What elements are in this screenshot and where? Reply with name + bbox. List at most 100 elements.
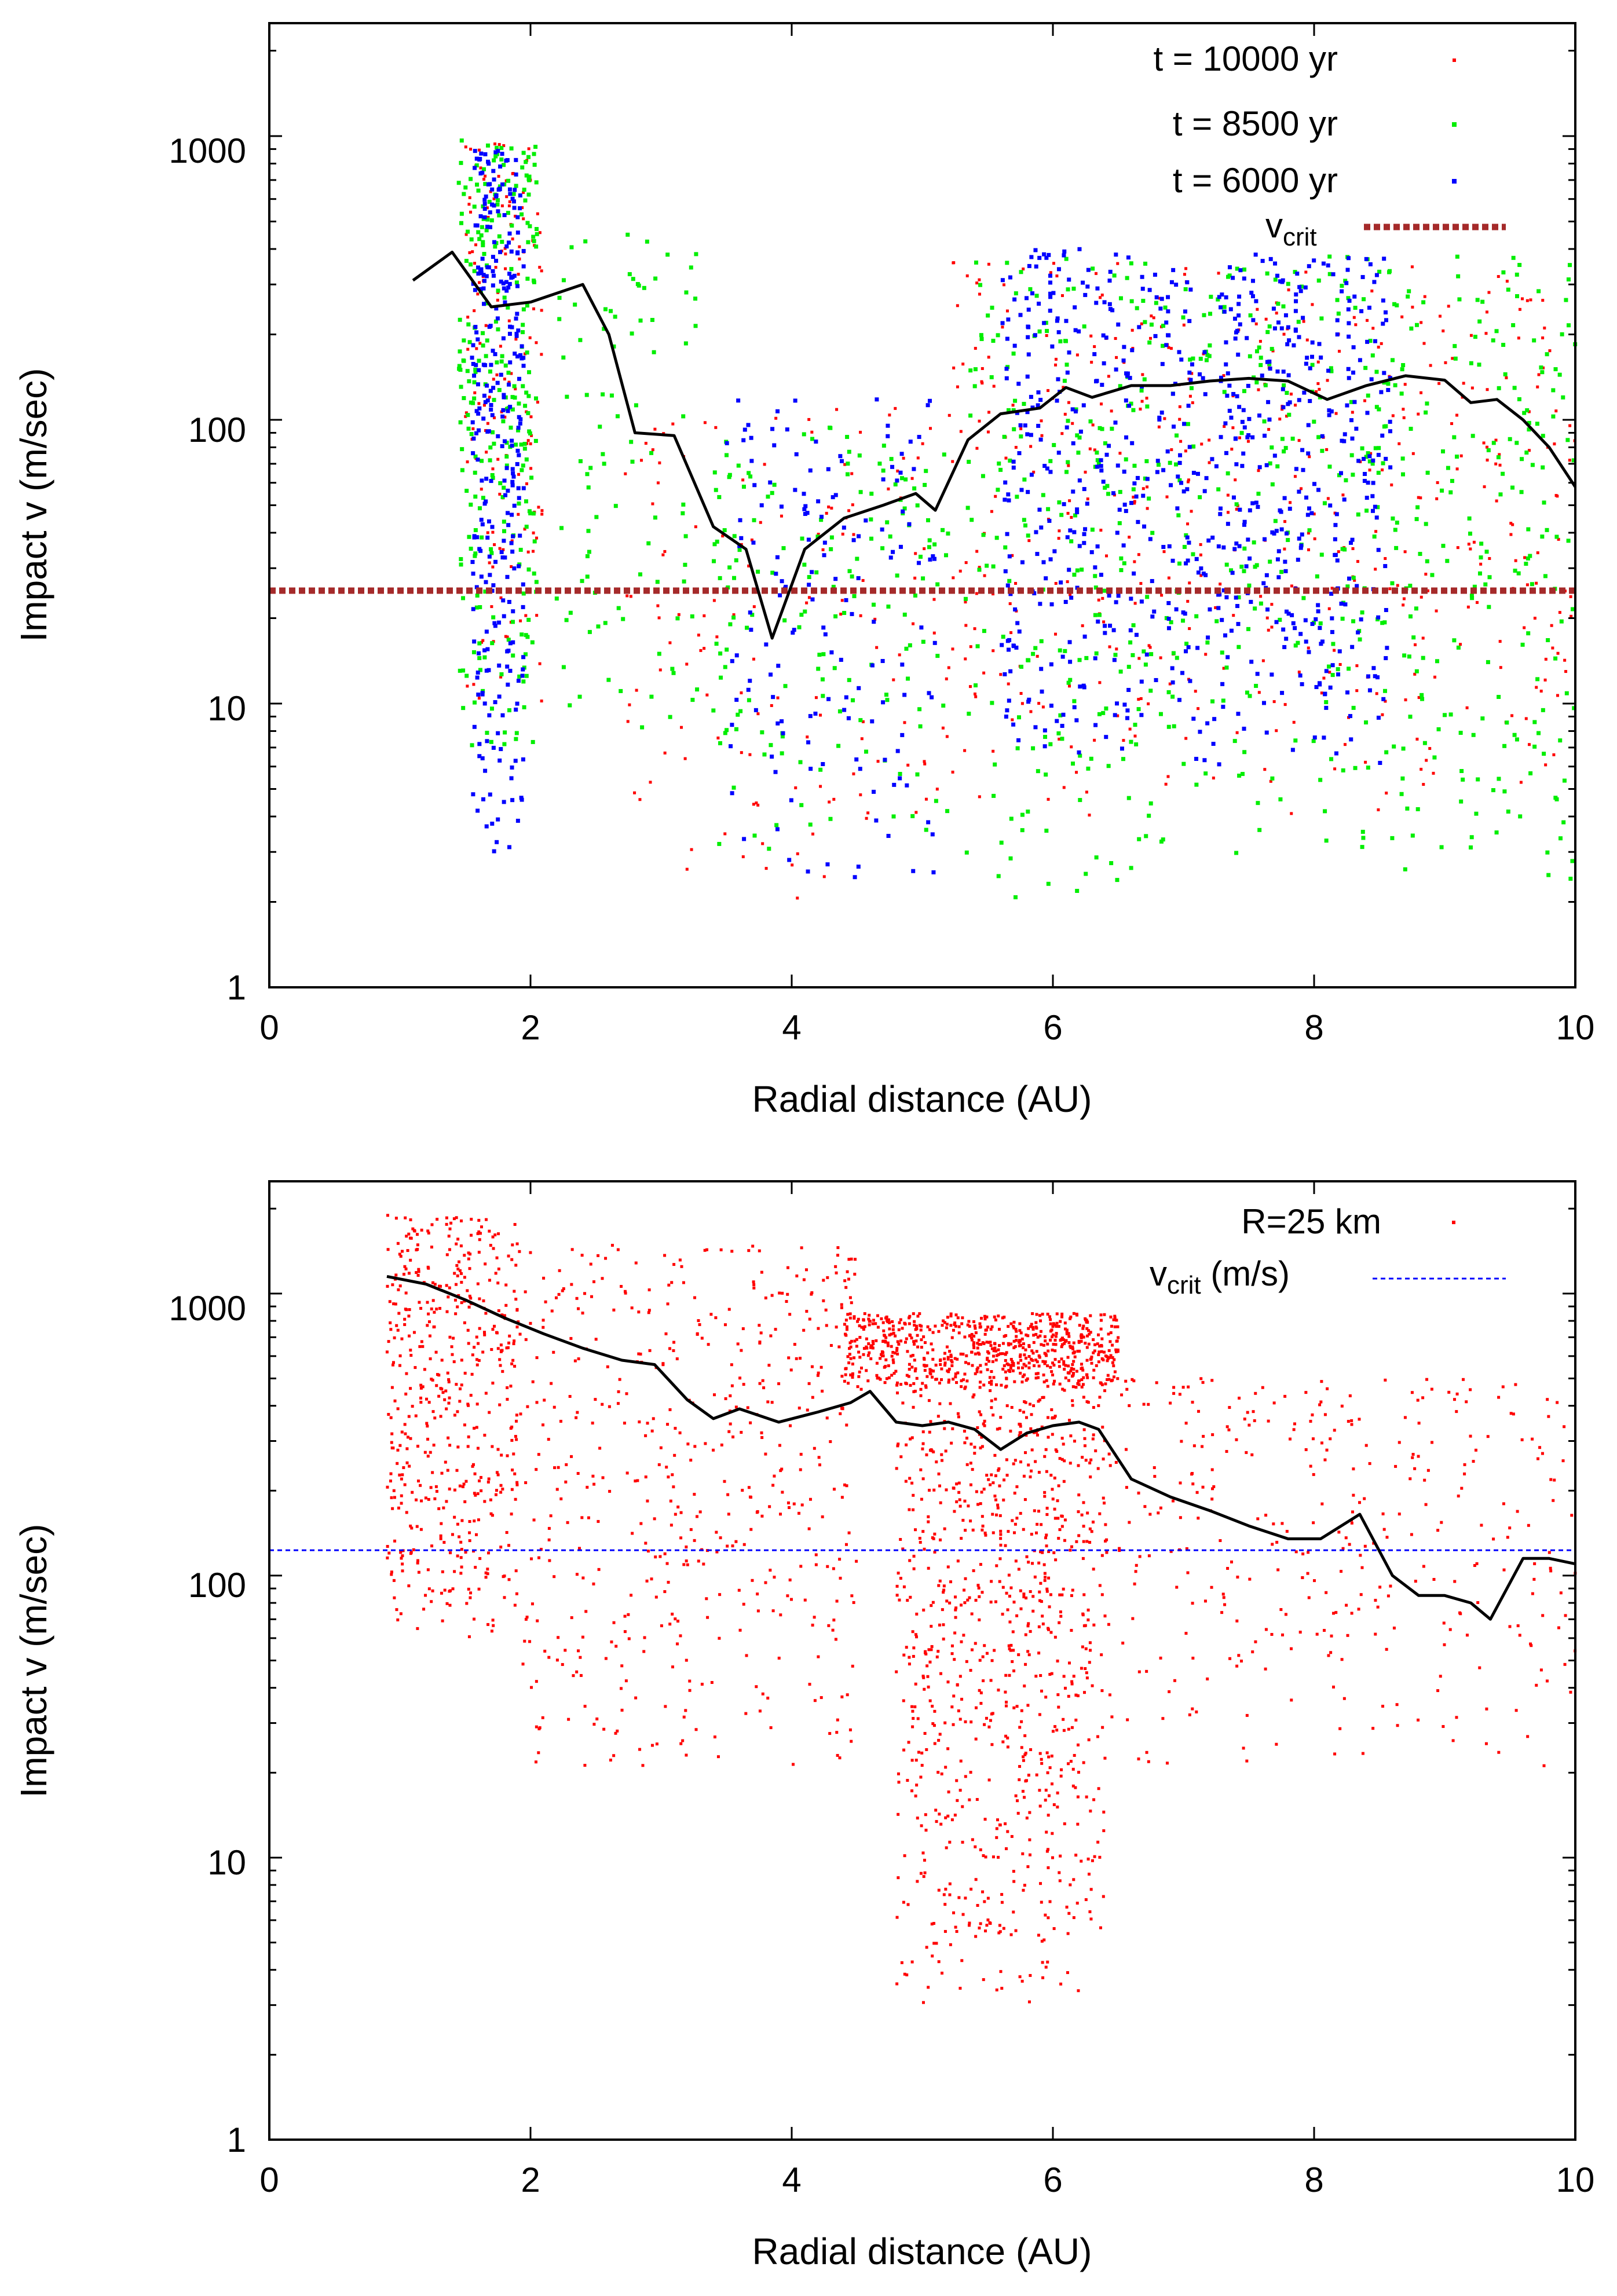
scatter-point: [1125, 708, 1130, 713]
scatter-point: [717, 495, 722, 499]
scatter-point: [947, 1380, 950, 1384]
scatter-point: [1043, 735, 1048, 739]
scatter-point: [1287, 338, 1292, 343]
scatter-point: [480, 478, 484, 483]
scatter-point: [689, 1528, 693, 1531]
scatter-point: [892, 678, 895, 682]
scatter-point: [1234, 478, 1237, 482]
scatter-point: [845, 435, 850, 440]
scatter-point: [741, 484, 746, 489]
scatter-point: [903, 1341, 907, 1344]
scatter-point: [528, 1640, 532, 1643]
scatter-point: [1036, 769, 1040, 774]
scatter-point: [846, 1693, 849, 1697]
scatter-point: [981, 1890, 985, 1894]
scatter-point: [938, 1484, 942, 1488]
scatter-point: [597, 1519, 600, 1523]
scatter-point: [1265, 271, 1270, 276]
scatter-point: [1026, 307, 1031, 312]
scatter-point: [1502, 744, 1507, 748]
scatter-point: [493, 244, 497, 249]
scatter-point: [515, 1592, 518, 1595]
scatter-point: [764, 642, 769, 647]
scatter-point: [835, 1325, 838, 1329]
scatter-point: [1073, 1350, 1076, 1354]
scatter-point: [1343, 602, 1348, 607]
scatter-point: [932, 1724, 936, 1727]
scatter-point: [1122, 561, 1126, 566]
scatter-point: [934, 1324, 937, 1328]
scatter-point: [623, 1614, 627, 1618]
scatter-point: [836, 744, 841, 748]
scatter-point: [994, 495, 997, 498]
scatter-point: [725, 647, 729, 652]
scatter-point: [976, 1366, 980, 1369]
scatter-point: [502, 395, 506, 400]
scatter-point: [652, 1417, 655, 1420]
scatter-point: [494, 1272, 497, 1275]
scatter-point: [1111, 1343, 1114, 1347]
scatter-point: [531, 1380, 535, 1383]
scatter-point: [1170, 391, 1175, 396]
scatter-point: [1349, 400, 1353, 404]
scatter-point: [1019, 1331, 1023, 1335]
scatter-point: [1062, 253, 1066, 258]
scatter-point: [699, 649, 703, 652]
scatter-point: [397, 1288, 400, 1291]
scatter-point: [1036, 1372, 1040, 1375]
scatter-point: [1179, 481, 1184, 485]
scatter-point: [993, 762, 997, 767]
scatter-point: [1377, 269, 1382, 274]
scatter-point: [727, 473, 732, 477]
scatter-point: [1117, 521, 1122, 525]
scatter-point: [972, 1343, 975, 1347]
scatter-point: [476, 1447, 480, 1450]
scatter-point: [1036, 654, 1039, 658]
scatter-point: [666, 1423, 670, 1426]
scatter-point: [945, 735, 949, 738]
scatter-point: [665, 1466, 668, 1469]
scatter-point: [1506, 809, 1510, 814]
scatter-point: [1301, 596, 1306, 600]
scatter-point: [1178, 418, 1181, 421]
scatter-point: [1334, 512, 1339, 517]
scatter-point: [727, 1513, 730, 1516]
scatter-point: [769, 1569, 772, 1572]
scatter-point: [1099, 1319, 1103, 1322]
scatter-point: [1540, 534, 1545, 539]
scatter-point: [1166, 690, 1171, 694]
scatter-point: [845, 1328, 848, 1331]
scatter-point: [947, 1367, 951, 1371]
scatter-point: [483, 1333, 486, 1336]
scatter-point: [1186, 404, 1191, 408]
scatter-point: [1101, 333, 1106, 338]
scatter-point: [1102, 1458, 1105, 1461]
scatter-point: [597, 1568, 601, 1571]
scatter-point: [400, 1557, 403, 1560]
scatter-point: [1516, 571, 1521, 576]
scatter-point: [927, 398, 932, 403]
scatter-point: [1015, 1335, 1018, 1338]
scatter-point: [1068, 684, 1071, 688]
scatter-point: [482, 207, 487, 211]
scatter-point: [855, 556, 859, 561]
scatter-point: [1147, 702, 1150, 705]
scatter-point: [883, 1339, 887, 1343]
scatter-point: [1072, 572, 1077, 577]
scatter-point: [1297, 335, 1301, 339]
scatter-point: [1055, 318, 1059, 323]
scatter-point: [668, 1347, 672, 1350]
scatter-point: [840, 599, 844, 602]
scatter-point: [992, 1354, 996, 1358]
scatter-point: [1112, 273, 1117, 278]
scatter-point: [1078, 1349, 1081, 1353]
scatter-point: [453, 1414, 456, 1417]
scatter-point: [722, 528, 727, 533]
scatter-point: [1089, 1357, 1092, 1361]
scatter-point: [1245, 336, 1249, 340]
scatter-point: [1276, 575, 1281, 580]
scatter-point: [448, 1286, 451, 1290]
scatter-point: [526, 1405, 529, 1408]
scatter-point: [544, 1300, 547, 1303]
scatter-point: [894, 1334, 897, 1338]
